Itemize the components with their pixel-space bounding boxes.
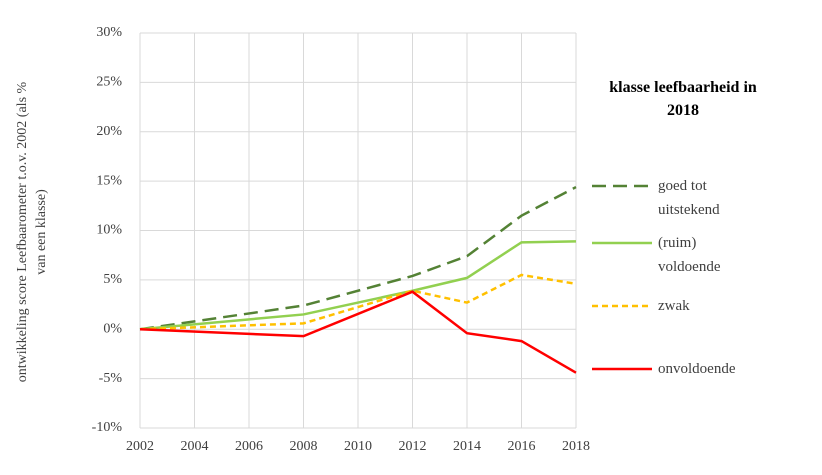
line-series: [139, 185, 577, 331]
x-tick-label: 2018: [562, 439, 590, 454]
x-tick-label: 2012: [399, 439, 427, 454]
y-tick-label: -5%: [99, 371, 123, 386]
x-tick-label: 2010: [344, 439, 372, 454]
x-tick-label: 2016: [508, 439, 536, 454]
legend-label: zwak: [658, 298, 690, 314]
y-tick-label: -10%: [92, 420, 123, 435]
line-series: [139, 240, 577, 331]
y-tick-label: 20%: [96, 124, 122, 139]
x-tick-label: 2014: [453, 439, 481, 454]
y-tick-label: 30%: [96, 25, 122, 40]
x-tick-label: 2006: [235, 439, 263, 454]
legend-label: (ruim) voldoende: [658, 235, 721, 275]
y-tick-label: 15%: [96, 173, 122, 188]
y-axis-title: ontwikkeling score Leefbaarometer t.o.v.…: [15, 81, 49, 383]
x-tick-label: 2004: [181, 439, 209, 454]
line-series: [139, 290, 577, 374]
y-tick-label: 5%: [103, 272, 122, 287]
y-tick-label: 25%: [96, 75, 122, 90]
legend-label: goed tot uitstekend: [658, 178, 720, 218]
legend-label: onvoldoende: [658, 361, 736, 377]
line-series: [139, 273, 577, 331]
x-tick-label: 2002: [126, 439, 154, 454]
y-tick-label: 0%: [103, 321, 122, 336]
legend-title: klasse leefbaarheid in 2018: [609, 79, 757, 119]
y-tick-label: 10%: [96, 223, 122, 238]
x-tick-label: 2008: [290, 439, 318, 454]
